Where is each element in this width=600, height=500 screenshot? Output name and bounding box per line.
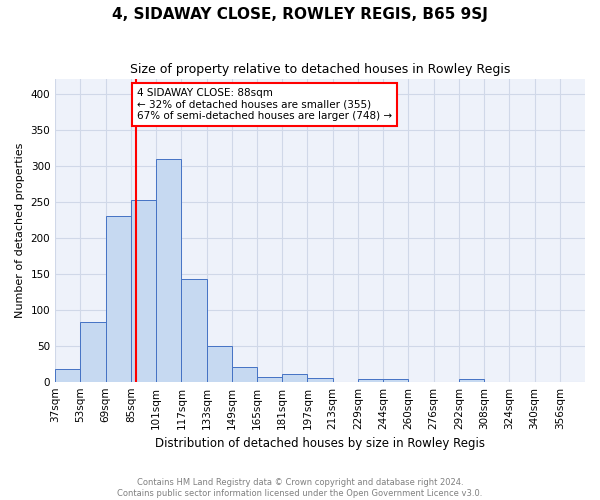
Text: Contains HM Land Registry data © Crown copyright and database right 2024.
Contai: Contains HM Land Registry data © Crown c… — [118, 478, 482, 498]
Bar — [257, 376, 282, 382]
Bar — [358, 379, 383, 382]
Bar — [383, 379, 409, 382]
Bar — [206, 346, 232, 382]
Bar — [181, 279, 206, 382]
Bar — [131, 200, 156, 382]
Bar — [156, 160, 181, 382]
Bar — [282, 374, 307, 382]
X-axis label: Distribution of detached houses by size in Rowley Regis: Distribution of detached houses by size … — [155, 437, 485, 450]
Title: Size of property relative to detached houses in Rowley Regis: Size of property relative to detached ho… — [130, 62, 510, 76]
Text: 4, SIDAWAY CLOSE, ROWLEY REGIS, B65 9SJ: 4, SIDAWAY CLOSE, ROWLEY REGIS, B65 9SJ — [112, 8, 488, 22]
Bar — [80, 322, 106, 382]
Y-axis label: Number of detached properties: Number of detached properties — [15, 143, 25, 318]
Bar — [232, 368, 257, 382]
Bar — [307, 378, 332, 382]
Bar — [106, 216, 131, 382]
Bar — [55, 370, 80, 382]
Text: 4 SIDAWAY CLOSE: 88sqm
← 32% of detached houses are smaller (355)
67% of semi-de: 4 SIDAWAY CLOSE: 88sqm ← 32% of detached… — [137, 88, 392, 122]
Bar — [459, 379, 484, 382]
